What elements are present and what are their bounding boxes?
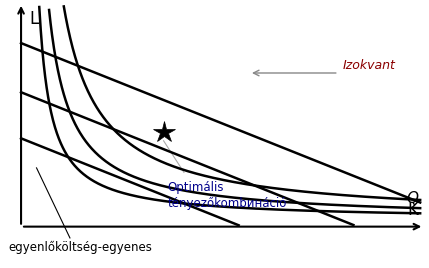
Text: Q: Q xyxy=(406,191,418,206)
Text: K: K xyxy=(407,201,418,219)
Text: Izokvant: Izokvant xyxy=(343,59,396,72)
Text: egyenlőköltség-egyenes: egyenlőköltség-egyenes xyxy=(9,240,153,254)
Text: Optimális
tényezőkombинáció: Optimális tényezőkombинáció xyxy=(168,181,287,210)
Text: L: L xyxy=(29,10,39,28)
